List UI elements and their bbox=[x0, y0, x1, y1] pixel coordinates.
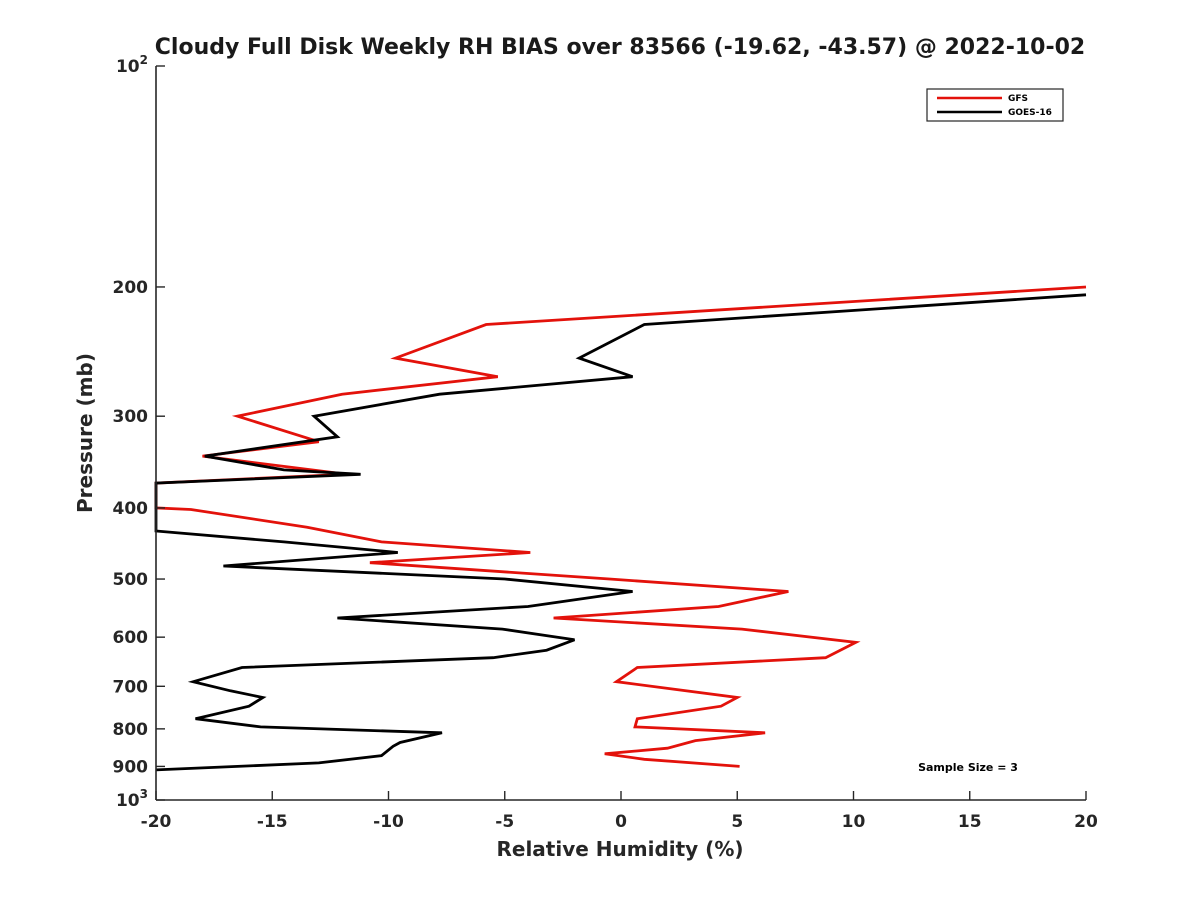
y-tick-label: 103 bbox=[116, 787, 148, 811]
y-tick-label: 400 bbox=[113, 499, 149, 519]
chart-title: Cloudy Full Disk Weekly RH BIAS over 835… bbox=[155, 35, 1085, 60]
y-tick-label: 900 bbox=[113, 757, 149, 777]
x-tick-label: -10 bbox=[373, 812, 404, 832]
sample-size-annotation: Sample Size = 3 bbox=[918, 761, 1018, 774]
x-tick-label: -15 bbox=[257, 812, 288, 832]
legend-box bbox=[926, 88, 1064, 122]
legend-label-goes-16: GOES-16 bbox=[1008, 108, 1052, 118]
legend: GFS GOES-16 bbox=[926, 88, 1064, 122]
y-tick-label: 800 bbox=[113, 720, 149, 740]
legend-label-gfs: GFS bbox=[1008, 94, 1028, 104]
y-tick-label: 600 bbox=[113, 628, 149, 648]
x-tick-label: 5 bbox=[731, 812, 743, 832]
x-axis-label: Relative Humidity (%) bbox=[496, 837, 743, 861]
x-tick-label: 0 bbox=[615, 812, 627, 832]
x-tick-label: -5 bbox=[495, 812, 514, 832]
y-axis-label: Pressure (mb) bbox=[73, 353, 97, 513]
x-tick-label: -20 bbox=[141, 812, 172, 832]
y-tick-label: 700 bbox=[113, 677, 149, 697]
series-line-gfs bbox=[154, 285, 1087, 768]
y-axis-ticks: 102 200 300 400 500 600 700 800 900 103 bbox=[113, 53, 165, 811]
y-tick-label: 500 bbox=[113, 570, 149, 590]
x-tick-label: 15 bbox=[958, 812, 982, 832]
y-tick-label: 200 bbox=[113, 278, 149, 298]
x-tick-label: 10 bbox=[842, 812, 866, 832]
series-line-goes-16 bbox=[154, 293, 1087, 772]
plot-series bbox=[154, 285, 1087, 772]
y-tick-label: 300 bbox=[113, 407, 149, 427]
x-axis-ticks: -20 -15 -10 -5 0 5 10 15 20 bbox=[141, 791, 1098, 832]
y-tick-label: 102 bbox=[116, 53, 148, 77]
x-tick-label: 20 bbox=[1074, 812, 1098, 832]
